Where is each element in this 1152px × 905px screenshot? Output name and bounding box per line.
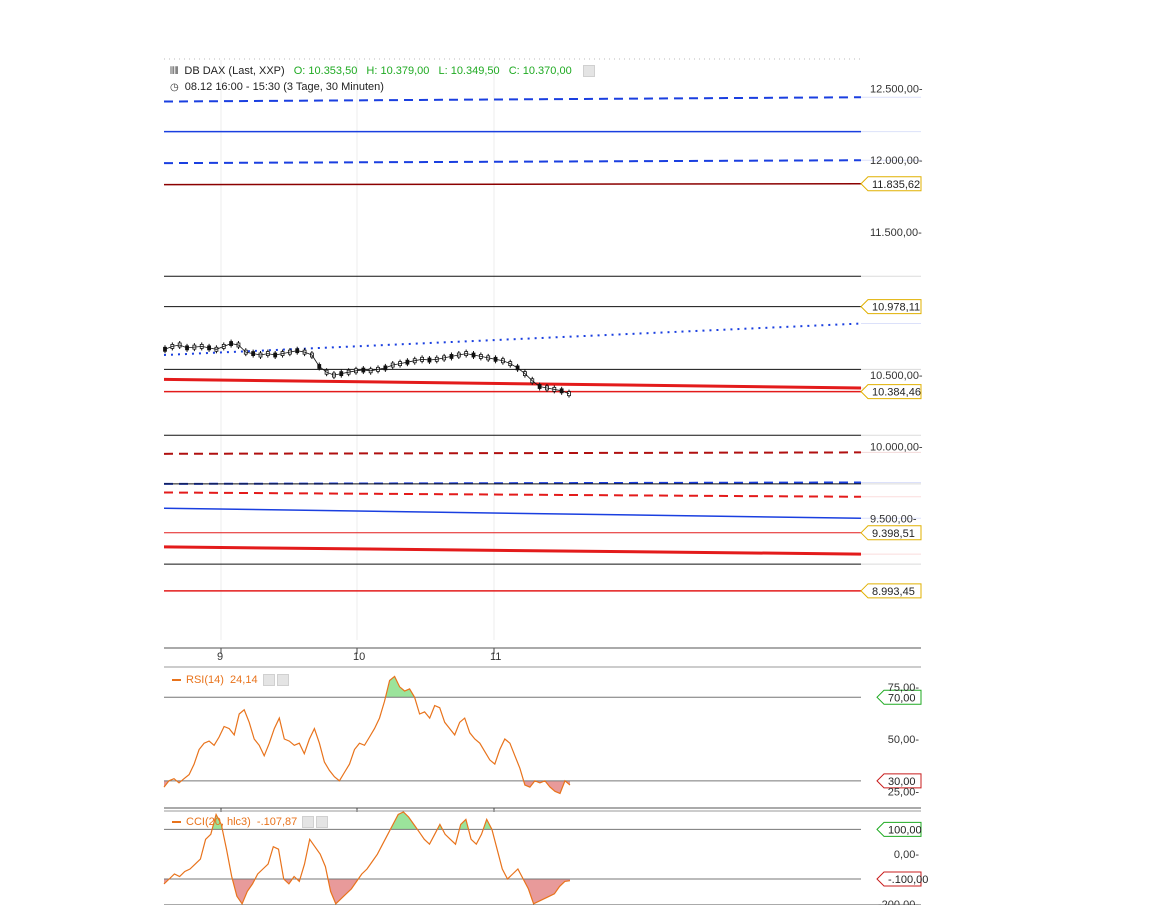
cci-value: -.107,87 [256, 816, 298, 828]
price-tag-label: 10.978,11 [872, 302, 920, 314]
clock-icon: ◷ [170, 82, 179, 93]
rsi-oversold-fill [164, 780, 570, 794]
rsi-y-tick-label: 75,00- [888, 682, 920, 694]
level-line [163, 491, 862, 498]
rsi-overbought-fill [164, 676, 570, 698]
rsi-threshold-tag [876, 773, 922, 789]
rsi-threshold-label: 70,00 [888, 692, 916, 704]
price-tag-box [860, 176, 922, 192]
price-tag-label: 9.398,51 [872, 528, 915, 540]
rsi-value: 24,14 [230, 674, 258, 686]
close-value: C: 10.370,00 [508, 65, 572, 77]
y-tick-label: 11.500,00- [870, 227, 922, 239]
cci-settings-icon[interactable] [302, 816, 315, 829]
low-value: L: 10.349,50 [438, 65, 500, 77]
period-text: 08.12 16:00 - 15:30 (3 Tage, 30 Minuten) [184, 81, 384, 93]
rsi-series-line [163, 675, 571, 795]
level-line [163, 96, 862, 103]
y-tick-label: 9.500,00- [870, 513, 917, 525]
y-tick-label: 10.500,00- [870, 370, 923, 382]
price-series-line [164, 343, 570, 395]
cci-threshold-label: 100,00 [888, 824, 922, 836]
level-line [163, 159, 862, 165]
instrument-name: DB DAX (Last, XXP) [184, 65, 285, 77]
settings-icon[interactable] [582, 65, 595, 78]
price-tag-label: 8.993,45 [872, 586, 915, 598]
level-line [163, 451, 862, 455]
level-line [163, 545, 862, 556]
chart-header-quote: ⫴⫴ DB DAX (Last, XXP) O: 10.353,50 H: 10.… [170, 65, 601, 78]
rsi-color-swatch [172, 679, 181, 682]
chart-header-period: ◷ 08.12 16:00 - 15:30 (3 Tage, 30 Minuten… [170, 81, 390, 93]
y-tick-label: 12.000,00- [870, 155, 923, 167]
cci-y-tick-label: -200,00- [878, 899, 919, 905]
level-line [163, 377, 862, 390]
price-tag-label: 11.835,62 [872, 179, 920, 191]
cci-y-tick-label: 0,00- [894, 849, 919, 861]
cci-series-line [163, 811, 571, 905]
y-tick-label: 10.000,00- [870, 442, 923, 454]
price-tag-box [860, 384, 922, 400]
level-line [163, 481, 862, 485]
price-tag-box [860, 525, 922, 541]
price-tag-label: 10.384,46 [872, 387, 921, 399]
rsi-label: RSI(14) [186, 674, 224, 686]
high-value: H: 10.379,00 [366, 65, 430, 77]
cci-close-icon[interactable] [316, 816, 329, 829]
cci-legend: CCI(20, hlc3) -.107,87 [172, 816, 329, 829]
y-tick-label: 12.500,00- [870, 84, 923, 96]
cci-threshold-tag [876, 821, 922, 837]
rsi-close-icon[interactable] [276, 674, 289, 687]
cci-threshold-label: -.100,00 [888, 874, 928, 886]
rsi-settings-icon[interactable] [262, 674, 275, 687]
level-line [163, 322, 862, 357]
rsi-threshold-label: 30,00 [888, 776, 916, 788]
rsi-y-tick-label: 50,00- [888, 734, 920, 746]
rsi-legend: RSI(14) 24,14 [172, 674, 289, 687]
cci-threshold-tag [876, 871, 922, 887]
open-value: O: 10.353,50 [293, 65, 358, 77]
price-tag-box [860, 299, 922, 315]
cci-color-swatch [172, 821, 181, 824]
level-line [163, 183, 862, 186]
price-tag-box [860, 583, 922, 599]
cci-label: CCI(20, hlc3) [186, 816, 251, 828]
candlestick-icon: ⫴⫴ [170, 66, 179, 77]
x-tick-label: 9 [217, 651, 223, 663]
level-line [163, 507, 862, 520]
rsi-threshold-tag [876, 689, 922, 705]
cci-oversold-fill [164, 878, 570, 904]
x-tick-label: 10 [353, 651, 365, 663]
rsi-y-tick-label: 25,00- [888, 786, 920, 798]
x-tick-label: 11 [490, 651, 501, 663]
